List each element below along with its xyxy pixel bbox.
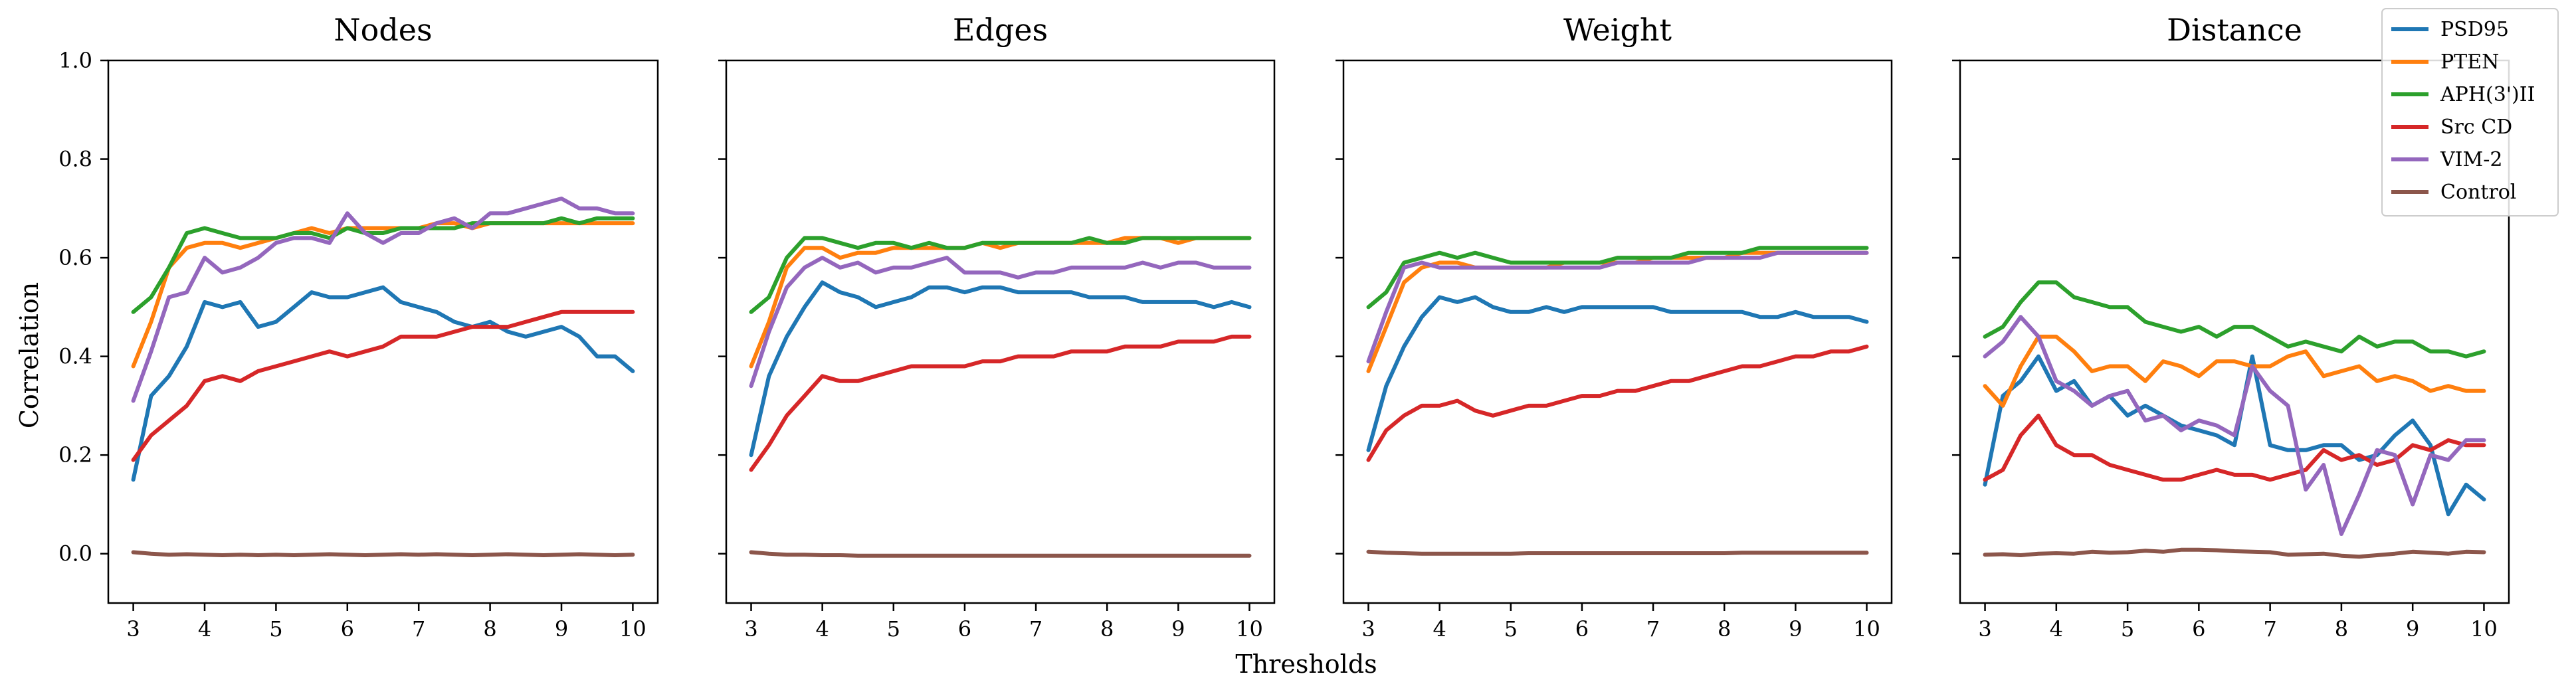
- x-tick-label: 4: [1433, 616, 1446, 642]
- x-tick-label: 10: [1236, 616, 1263, 642]
- x-tick-label: 7: [1646, 616, 1660, 642]
- series-line-control-distance: [1983, 547, 2486, 559]
- series-line-src-cd-weight: [1366, 344, 1869, 462]
- x-tick-label: 8: [1100, 616, 1114, 642]
- panel-title-weight: Weight: [1563, 12, 1672, 48]
- x-tick-label: 9: [1789, 616, 1802, 642]
- series-line-psd95-weight: [1366, 295, 1869, 452]
- x-tick-label: 4: [815, 616, 829, 642]
- y-tick-label: 0.0: [58, 541, 92, 567]
- y-tick-label: 0.8: [58, 147, 92, 172]
- series-line-psd95-nodes: [131, 285, 635, 482]
- legend-label-src-cd: Src CD: [2440, 116, 2512, 139]
- x-tick-label: 6: [1575, 616, 1589, 642]
- series-line-vim-2-nodes: [131, 197, 635, 403]
- legend-label-aph-3-ii: APH(3')II: [2440, 83, 2535, 106]
- series-line-control-weight: [1366, 549, 1869, 556]
- series-line-psd95-edges: [749, 280, 1252, 458]
- x-tick-label: 5: [887, 616, 900, 642]
- series-line-src-cd-edges: [749, 334, 1252, 472]
- x-tick-label: 6: [2192, 616, 2205, 642]
- series-line-pten-distance: [1983, 334, 2486, 408]
- panel-distance: Distance 3 4 5 6 7 8 9 10: [1952, 12, 2510, 642]
- x-tick-label: 6: [958, 616, 971, 642]
- x-tick-label: 4: [2050, 616, 2063, 642]
- x-tick-label: 9: [2406, 616, 2419, 642]
- panel-weight: Weight 3 4 5 6 7 8 9 10: [1336, 12, 1893, 642]
- y-tick-label: 0.2: [58, 442, 92, 468]
- series-line-aph-3-ii-edges: [749, 236, 1252, 314]
- y-tick-label: 0.6: [58, 245, 92, 270]
- x-tick-label: 7: [2263, 616, 2276, 642]
- series-line-src-cd-distance: [1983, 413, 2486, 482]
- x-tick-label: 6: [341, 616, 354, 642]
- x-tick-label: 8: [2335, 616, 2348, 642]
- x-tick-label: 8: [483, 616, 496, 642]
- series-line-aph-3-ii-distance: [1983, 280, 2486, 359]
- series-line-control-edges: [749, 550, 1252, 558]
- axes-frame-edges: [725, 59, 1276, 604]
- x-tick-label: 3: [1361, 616, 1375, 642]
- x-tick-label: 7: [412, 616, 425, 642]
- panel-title-distance: Distance: [2167, 12, 2302, 48]
- legend-label-vim-2: VIM-2: [2440, 148, 2502, 171]
- x-tick-label: 10: [1853, 616, 1880, 642]
- x-tick-label: 8: [1718, 616, 1731, 642]
- series-line-vim-2-weight: [1366, 250, 1869, 364]
- x-tick-label: 5: [2121, 616, 2134, 642]
- x-tick-label: 4: [198, 616, 211, 642]
- legend-label-pten: PTEN: [2440, 50, 2499, 74]
- series-line-psd95-distance: [1983, 354, 2486, 517]
- axes-frame-weight: [1342, 59, 1893, 604]
- series-line-control-nodes: [131, 550, 635, 557]
- legend-label-control: Control: [2440, 181, 2516, 204]
- panel-nodes: Nodes 3 4 5 6 7 8 9 10 0.0 0.2 0.4 0.6 0.8 1.0: [58, 12, 659, 642]
- series-line-vim-2-edges: [749, 256, 1252, 389]
- axes-frame-nodes: [107, 59, 659, 604]
- x-tick-label: 10: [2470, 616, 2498, 642]
- x-tick-label: 3: [1978, 616, 1991, 642]
- x-tick-label: 10: [619, 616, 646, 642]
- x-tick-label: 3: [744, 616, 757, 642]
- series-line-vim-2-distance: [1983, 315, 2486, 536]
- x-axis-label: Thresholds: [1235, 650, 1377, 679]
- legend: PSD95 PTEN APH(3')II Src CD VIM-2 Control: [2381, 8, 2559, 217]
- legend-label-psd95: PSD95: [2440, 18, 2509, 41]
- x-tick-label: 5: [1504, 616, 1518, 642]
- panel-title-nodes: Nodes: [334, 12, 432, 48]
- x-tick-label: 7: [1029, 616, 1042, 642]
- y-tick-label: 1.0: [58, 48, 92, 73]
- series-line-aph-3-ii-nodes: [131, 216, 635, 314]
- x-tick-label: 3: [126, 616, 140, 642]
- y-axis-label: Correlation: [15, 282, 44, 428]
- series-line-aph-3-ii-weight: [1366, 246, 1869, 309]
- x-tick-label: 5: [269, 616, 282, 642]
- y-tick-label: 0.4: [58, 344, 92, 369]
- x-tick-label: 9: [1171, 616, 1185, 642]
- x-tick-label: 9: [555, 616, 568, 642]
- series-line-src-cd-nodes: [131, 309, 635, 462]
- chart-panels: Nodes 3 4 5 6 7 8 9 10 0.0 0.2 0.4 0.6 0.8 1.0 Edges 3 4 5…: [58, 12, 2510, 642]
- panel-edges: Edges 3 4 5 6 7 8 9 10: [718, 12, 1276, 642]
- axes-frame-distance: [1959, 59, 2510, 604]
- panel-title-edges: Edges: [953, 12, 1048, 48]
